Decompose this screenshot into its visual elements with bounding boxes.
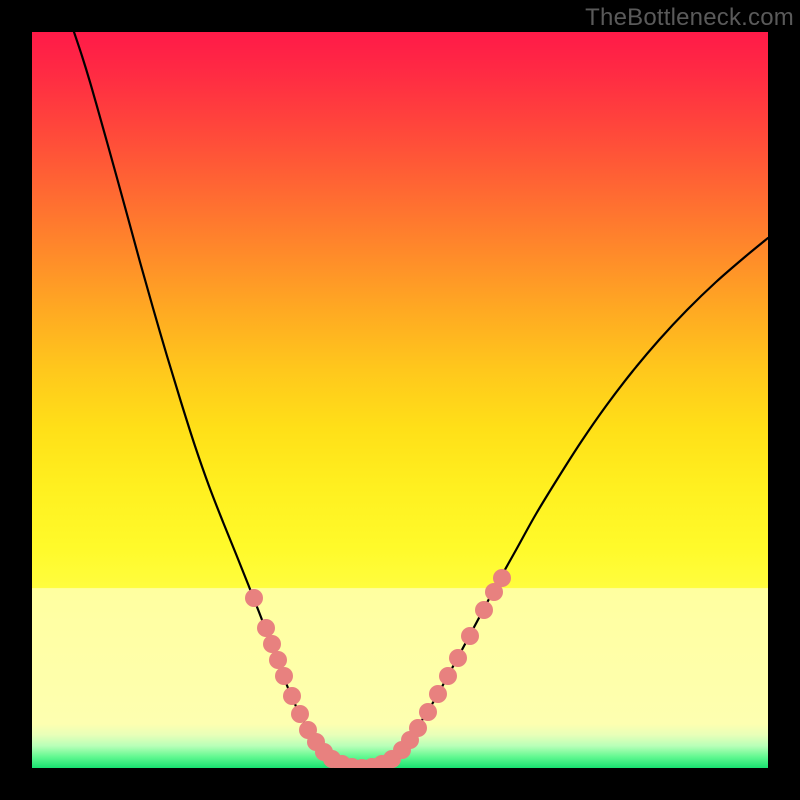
- marker-left: [263, 635, 281, 653]
- marker-right: [409, 719, 427, 737]
- chart-svg: [32, 32, 768, 768]
- gradient-background: [32, 32, 768, 768]
- marker-right: [449, 649, 467, 667]
- marker-right: [461, 627, 479, 645]
- marker-left: [275, 667, 293, 685]
- marker-left: [283, 687, 301, 705]
- plot-area: [32, 32, 768, 768]
- marker-right: [475, 601, 493, 619]
- marker-right: [429, 685, 447, 703]
- marker-left: [245, 589, 263, 607]
- marker-left: [257, 619, 275, 637]
- chart-root: TheBottleneck.com: [0, 0, 800, 800]
- marker-right: [419, 703, 437, 721]
- watermark-text: TheBottleneck.com: [585, 4, 794, 32]
- marker-right: [493, 569, 511, 587]
- marker-left: [291, 705, 309, 723]
- marker-left: [269, 651, 287, 669]
- marker-right: [439, 667, 457, 685]
